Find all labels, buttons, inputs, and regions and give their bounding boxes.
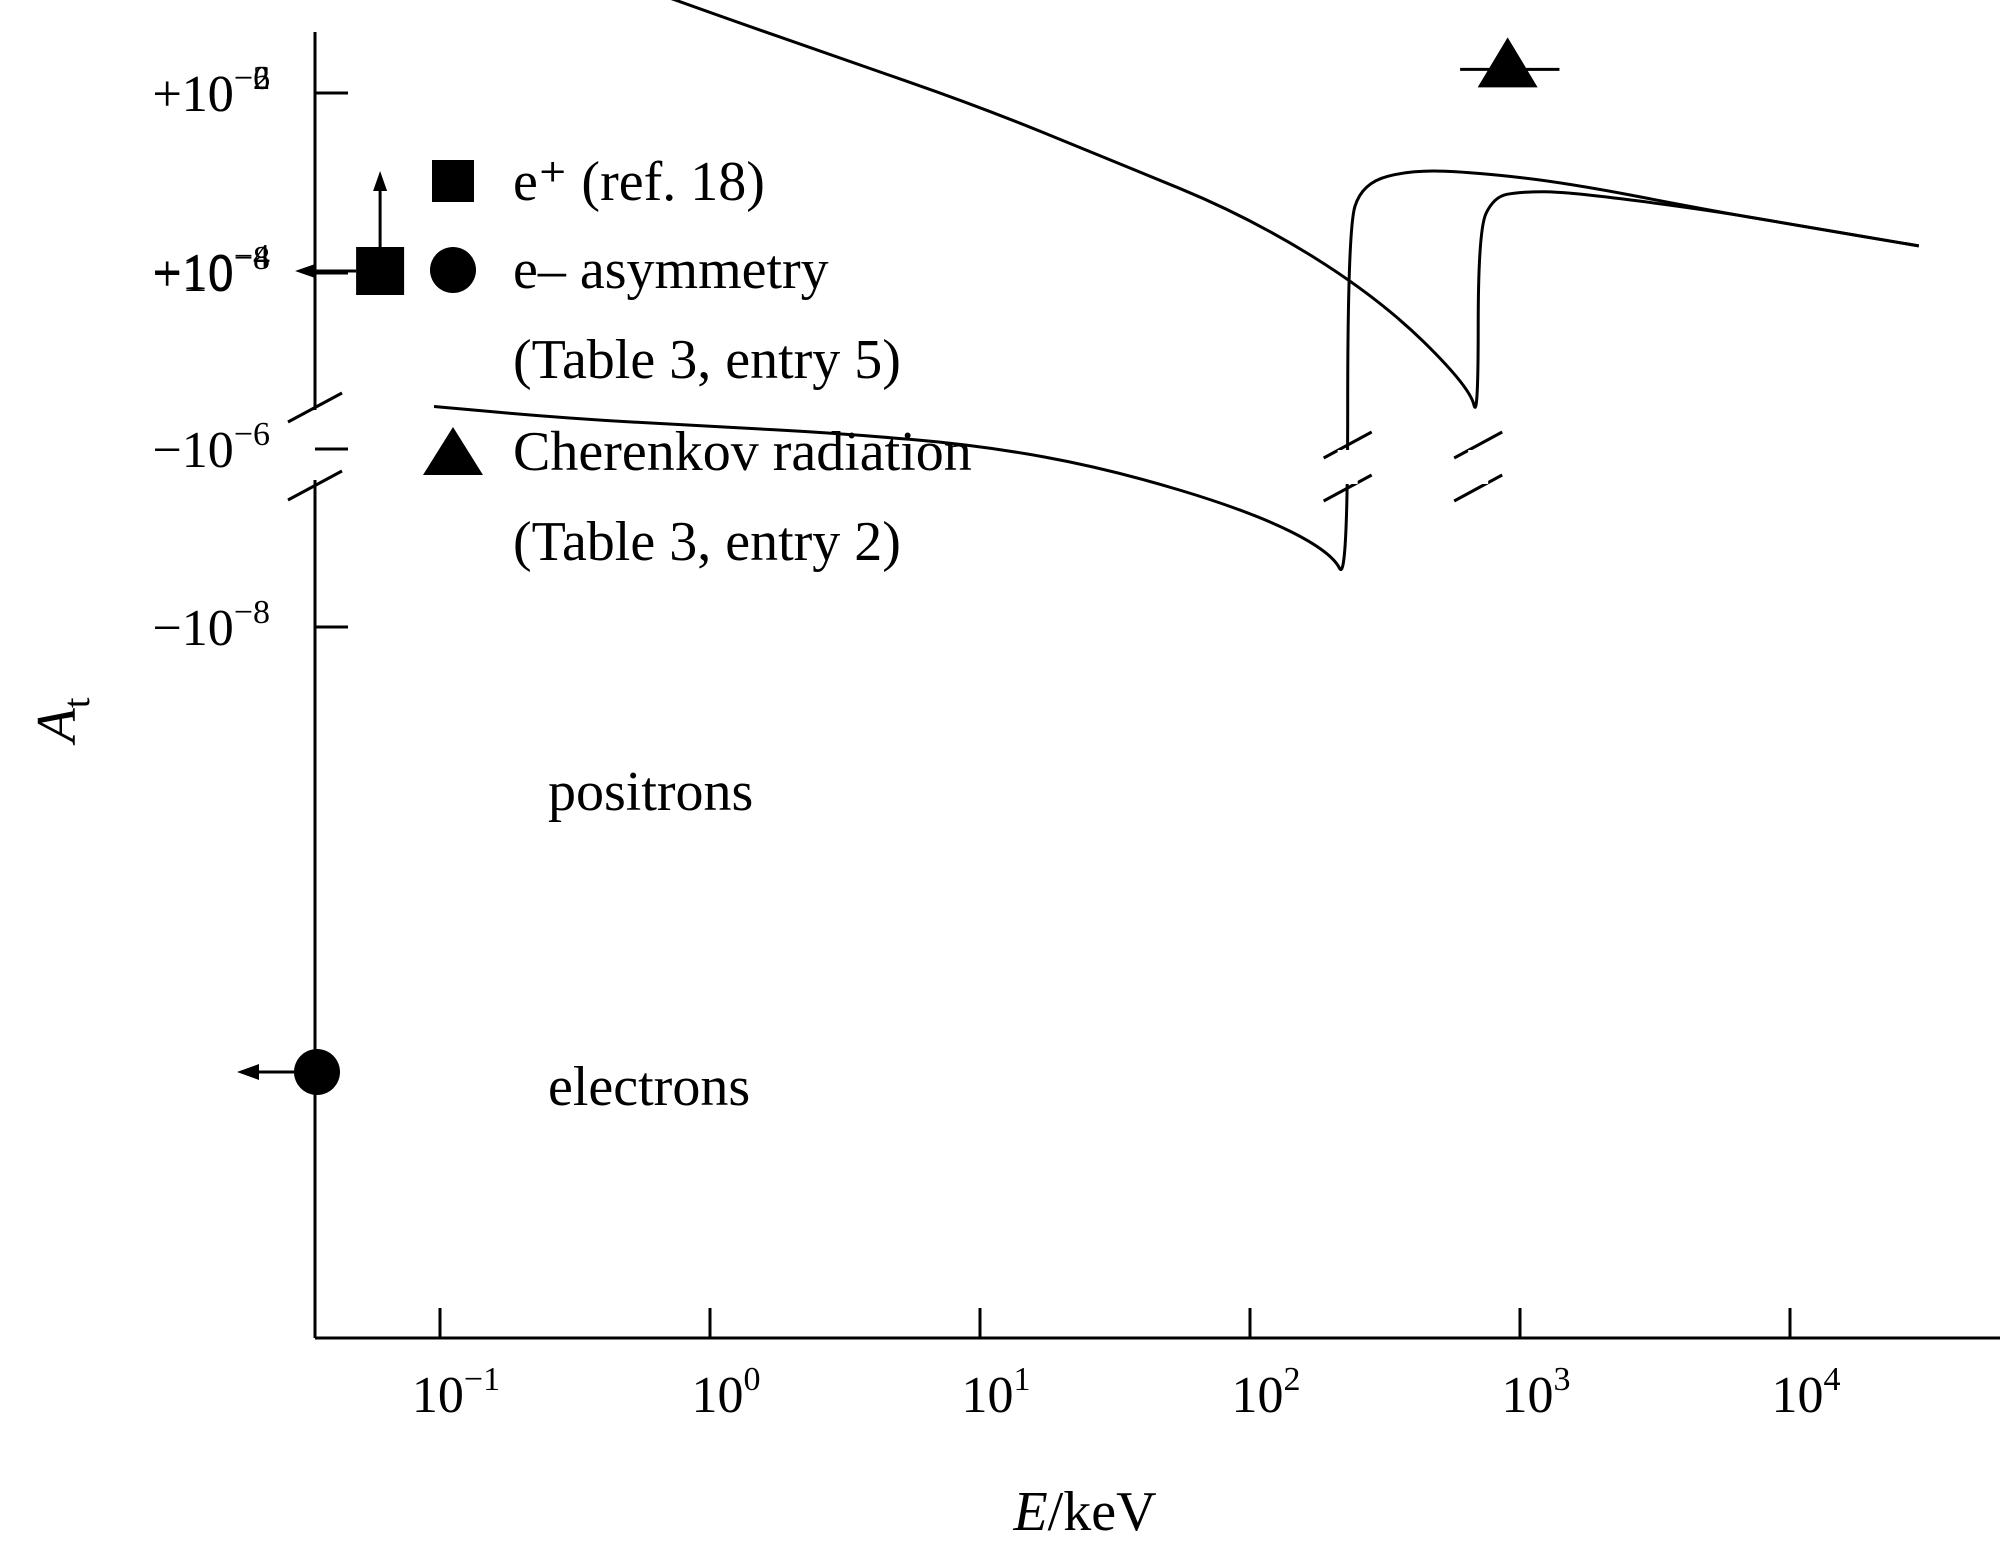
x-tick-exponent: 4 bbox=[1824, 1361, 1841, 1398]
y-axis-label-text: At bbox=[26, 697, 98, 746]
y-tick-label: −10−4 bbox=[152, 238, 270, 301]
marker-square-left-arrowhead bbox=[295, 264, 316, 278]
series-line-electrons bbox=[670, 0, 1920, 409]
axes bbox=[287, 32, 2000, 1340]
curve-break-mark bbox=[1322, 473, 1373, 503]
y-tick-base: −10 bbox=[152, 422, 233, 479]
x-ticks: 10−1 100 101 102 103 104 bbox=[412, 1308, 1841, 1424]
curve-break-gap bbox=[1337, 450, 1358, 484]
x-tick-exponent: 2 bbox=[1284, 1361, 1301, 1398]
y-tick-base: +10 bbox=[152, 246, 233, 303]
y-tick-exponent: −8 bbox=[234, 240, 270, 277]
y-tick-base: −10 bbox=[152, 244, 233, 301]
y-tick-base: +10 bbox=[152, 66, 233, 123]
legend-marker-circle bbox=[430, 247, 476, 293]
legend-label-square: e⁺ (ref. 18) bbox=[513, 151, 765, 213]
y-tick-exponent: −6 bbox=[234, 60, 270, 97]
x-tick-label: 101 bbox=[962, 1361, 1031, 1424]
x-axis-label: E/keV bbox=[1012, 1481, 1156, 1543]
y-axis-label-symbol: A bbox=[26, 707, 88, 746]
y-tick-label: +10−6 bbox=[152, 60, 270, 123]
y-axis-label-subscript: t bbox=[56, 697, 98, 708]
x-axis-label-unit: /keV bbox=[1048, 1481, 1157, 1543]
y-ticks: +10−6+10−8−10−8−10−6−10−4−10−2−100 bbox=[152, 60, 348, 657]
axis-break-mark-top bbox=[287, 391, 343, 424]
x-tick-exponent: 3 bbox=[1554, 1361, 1571, 1398]
y-tick-exponent: −4 bbox=[234, 238, 270, 275]
x-tick-label: 100 bbox=[692, 1361, 761, 1424]
legend-marker-triangle bbox=[423, 427, 483, 475]
y-tick-label: +10−8 bbox=[152, 240, 270, 303]
x-tick-exponent: 1 bbox=[1014, 1361, 1031, 1398]
y-tick-label: −10−6 bbox=[152, 416, 270, 479]
marker-circle bbox=[294, 1049, 340, 1095]
y-tick-exponent: −2 bbox=[234, 60, 270, 97]
x-tick-base: 10 bbox=[962, 1367, 1014, 1424]
marker-square bbox=[356, 247, 405, 295]
x-tick-base: 10 bbox=[1232, 1367, 1284, 1424]
marker-square-up-arrowhead bbox=[373, 171, 388, 191]
y-tick-label: −10−8 bbox=[152, 594, 270, 657]
x-tick-exponent: 0 bbox=[744, 1361, 761, 1398]
x-tick-base: 10 bbox=[1502, 1367, 1554, 1424]
y-tick-base: −10 bbox=[152, 600, 233, 657]
legend-marker-square bbox=[432, 160, 474, 202]
legend: e⁺ (ref. 18) e– asymmetry (Table 3, entr… bbox=[423, 151, 972, 573]
series-label-positrons: positrons bbox=[548, 761, 753, 823]
x-tick-label: 104 bbox=[1772, 1361, 1841, 1424]
x-tick-base: 10 bbox=[1772, 1367, 1824, 1424]
marker-triangle bbox=[1477, 37, 1538, 88]
y-tick-exponent: −6 bbox=[234, 416, 270, 453]
legend-label-triangle: Cherenkov radiation bbox=[513, 421, 972, 483]
x-tick-exponent: −1 bbox=[464, 1361, 500, 1398]
curve-break-mark bbox=[1453, 473, 1503, 503]
y-axis-label: At bbox=[26, 697, 98, 746]
x-tick-label: 103 bbox=[1502, 1361, 1571, 1424]
data-markers bbox=[237, 37, 1560, 1095]
curve-break-mark bbox=[1322, 430, 1373, 460]
axis-break-mark-bottom bbox=[287, 469, 343, 502]
x-tick-label: 10−1 bbox=[412, 1361, 500, 1424]
legend-label-circle-line2: (Table 3, entry 5) bbox=[513, 329, 901, 391]
legend-label-circle: e– asymmetry bbox=[513, 239, 829, 301]
y-tick-exponent: −8 bbox=[234, 594, 270, 631]
series bbox=[433, 0, 1920, 572]
x-tick-base: 10 bbox=[412, 1367, 464, 1424]
series-line-positrons bbox=[433, 169, 1920, 572]
legend-label-triangle-line2: (Table 3, entry 2) bbox=[513, 511, 901, 573]
curve-break-marks bbox=[1322, 430, 1503, 503]
curve-break-gap bbox=[1468, 450, 1489, 484]
marker-circle-left-arrowhead bbox=[237, 1064, 259, 1080]
y-tick-base: −10 bbox=[152, 66, 233, 123]
series-label-electrons: electrons bbox=[548, 1056, 750, 1118]
x-tick-base: 10 bbox=[692, 1367, 744, 1424]
x-axis-label-symbol: E bbox=[1012, 1481, 1047, 1543]
y-tick-label: −10−2 bbox=[152, 60, 270, 123]
curve-break-mark bbox=[1453, 430, 1503, 460]
x-tick-label: 102 bbox=[1232, 1361, 1301, 1424]
